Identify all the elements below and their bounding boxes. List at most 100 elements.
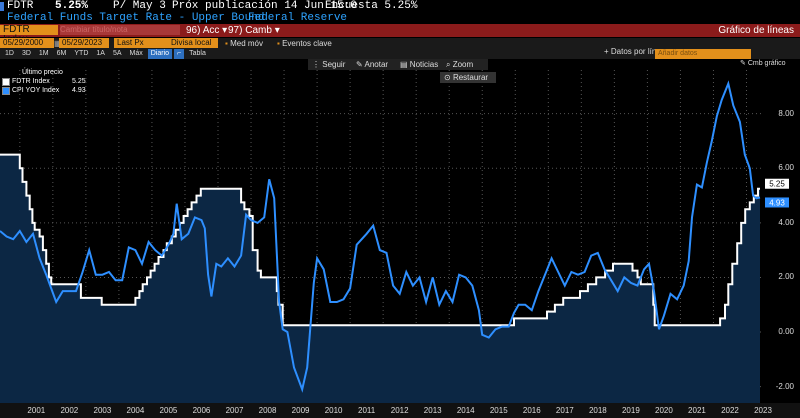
- x-axis: 2001 2002 2003 2004 2005 2006 2007 2008 2009 2010…: [0, 403, 800, 418]
- last-tag-fdtr: [765, 178, 789, 189]
- period-1a[interactable]: 1A: [96, 50, 105, 57]
- zoom-label: Zoom: [452, 60, 474, 69]
- cpi-swatch: [2, 86, 10, 95]
- legend-item-fdtr[interactable]: FDTR Index 5.25: [2, 77, 86, 86]
- survey-value: Encuesta 5.25%: [325, 0, 418, 12]
- x-tick-label: 2013: [423, 406, 442, 415]
- period-1d[interactable]: 1D: [5, 50, 14, 57]
- magnifier-icon: ⌕: [446, 60, 451, 69]
- ticker: FDTR: [7, 0, 34, 12]
- table-button[interactable]: Tabla: [189, 50, 206, 57]
- chevron-down-icon: ▾: [274, 25, 280, 36]
- title-note-field[interactable]: Cambiar título/nota: [60, 25, 180, 35]
- x-tick-label: 2023: [754, 406, 772, 415]
- change-num: 97: [228, 25, 240, 36]
- period-controls: 1D 3D 1M 6M YTD 1A 5A Máx Diario ⌐ Tabla…: [0, 47, 800, 59]
- x-tick-label: 2010: [324, 406, 343, 415]
- chart-menu-button[interactable]: ✎ Cmb gráfico: [740, 59, 786, 68]
- y-tick-label: -2.00: [775, 381, 794, 391]
- legend: Último precio FDTR Index 5.25 CPI YOY In…: [2, 68, 86, 95]
- x-tick-label: 2016: [522, 406, 541, 415]
- x-tick-label: 2011: [358, 406, 376, 415]
- chart-style-icon[interactable]: ⌐: [174, 49, 185, 59]
- frequency-select[interactable]: Diario: [147, 49, 173, 59]
- index-field[interactable]: FDTR Index: [0, 25, 58, 45]
- x-tick-label: 2017: [555, 406, 574, 415]
- x-tick-label: 2006: [192, 406, 211, 415]
- chevron-down-icon: ▾: [222, 25, 228, 36]
- calendar-icon[interactable]: ▦: [54, 39, 62, 48]
- events-icon: ▪: [277, 39, 280, 48]
- period-5a[interactable]: 5A: [112, 50, 122, 57]
- field-select[interactable]: Last Px: [114, 38, 170, 48]
- change-menu[interactable]: 97) Camb ▾: [228, 25, 280, 36]
- annotate-button[interactable]: ✎ Anotar: [356, 59, 388, 70]
- x-tick-label: 2002: [60, 406, 79, 415]
- chart-menu-label: Cmb gráfico: [747, 60, 786, 67]
- chart-toolbar: ⋮ Seguir ✎ Anotar ▤ Noticias ⌕ Zoom: [308, 59, 488, 70]
- annotate-label: Anotar: [364, 60, 389, 69]
- actions-num: 96: [186, 25, 198, 36]
- x-tick-label: 2012: [390, 406, 409, 415]
- legend-item-cpi[interactable]: CPI YOY Index 4.93: [2, 86, 86, 95]
- start-date-input[interactable]: 05/29/2000: [0, 38, 54, 48]
- data-per-line-label: Datos por lín: [610, 47, 657, 56]
- data-source: Federal Reserve: [248, 12, 348, 24]
- key-events-toggle[interactable]: ▪ Eventos clave: [277, 38, 332, 49]
- x-tick-label: 2001: [27, 406, 46, 415]
- currency-select[interactable]: Divisa local: [168, 38, 218, 48]
- pencil-icon: ✎: [356, 60, 363, 69]
- y-axis: 8.00 6.00 4.00 2.00 0.00 -2.00: [763, 70, 800, 403]
- period-label: P/ May 3: [113, 0, 166, 12]
- zoom-button[interactable]: ⌕ Zoom: [446, 59, 473, 70]
- moving-avg-toggle[interactable]: ▪ Med móv: [225, 38, 263, 49]
- x-tick-label: 2019: [621, 406, 640, 415]
- x-tick-label: 2015: [489, 406, 508, 415]
- last-value-tags: 5.25 4.93: [765, 178, 789, 208]
- x-tick-label: 2008: [258, 406, 277, 415]
- y-tick-label: 2.00: [778, 272, 794, 282]
- news-button[interactable]: ▤ Noticias: [400, 59, 438, 70]
- restore-button[interactable]: ⊙ Restaurar: [440, 72, 496, 83]
- add-data-input[interactable]: Añadir datos: [655, 49, 751, 59]
- end-date-input[interactable]: 05/29/2023: [59, 38, 109, 48]
- cpi-line: [0, 80, 761, 393]
- data-per-line-button[interactable]: + Datos por lín: [604, 47, 657, 56]
- y-tick-label: 4.00: [778, 217, 794, 227]
- period-6m[interactable]: 6M: [56, 50, 67, 57]
- x-tick-label: 2005: [159, 406, 178, 415]
- actions-menu[interactable]: 96) Acc ▾: [186, 25, 228, 36]
- follow-button[interactable]: ⋮ Seguir: [312, 59, 345, 70]
- news-icon: ▤: [400, 60, 408, 69]
- moving-avg-label: Med móv: [230, 39, 263, 48]
- fdtr-line: [0, 153, 760, 327]
- security-description: Federal Funds Target Rate - Upper Bound …: [0, 13, 800, 24]
- x-tick-label: 2021: [688, 406, 706, 415]
- period-max[interactable]: Máx: [129, 50, 143, 57]
- restore-icon: ⊙: [444, 73, 451, 82]
- follow-icon: ⋮: [312, 60, 320, 69]
- x-tick-label: 2007: [225, 406, 244, 415]
- x-tick-label: 2014: [456, 406, 475, 415]
- restore-label: Restaurar: [452, 73, 489, 82]
- y-tick-label: 6.00: [778, 163, 794, 173]
- legend-title: Último precio: [22, 69, 63, 76]
- legend-fdtr-value: 5.25: [72, 78, 86, 85]
- legend-cpi-name: CPI YOY Index: [12, 87, 60, 94]
- fdtr-area: [0, 154, 760, 403]
- last-tag-cpi-text: 4.93: [769, 198, 785, 207]
- period-tabs: 1D 3D 1M 6M YTD 1A 5A Máx Diario ⌐ Tabla: [2, 49, 209, 59]
- x-tick-label: 2009: [291, 406, 310, 415]
- news-label: Noticias: [409, 60, 439, 69]
- chart-type-label: Gráfico de líneas: [718, 25, 794, 36]
- follow-label: Seguir: [322, 60, 346, 69]
- ticker-marker: [0, 2, 4, 11]
- change-label: Camb: [245, 25, 272, 36]
- period-1m[interactable]: 1M: [38, 50, 49, 57]
- legend-fdtr-name: FDTR Index: [12, 78, 50, 85]
- period-3d[interactable]: 3D: [21, 50, 31, 57]
- x-tick-label: 2018: [588, 406, 607, 415]
- price-chart[interactable]: 5.25 4.93: [0, 59, 800, 403]
- x-tick-label: 2020: [655, 406, 673, 415]
- period-ytd[interactable]: YTD: [74, 50, 89, 57]
